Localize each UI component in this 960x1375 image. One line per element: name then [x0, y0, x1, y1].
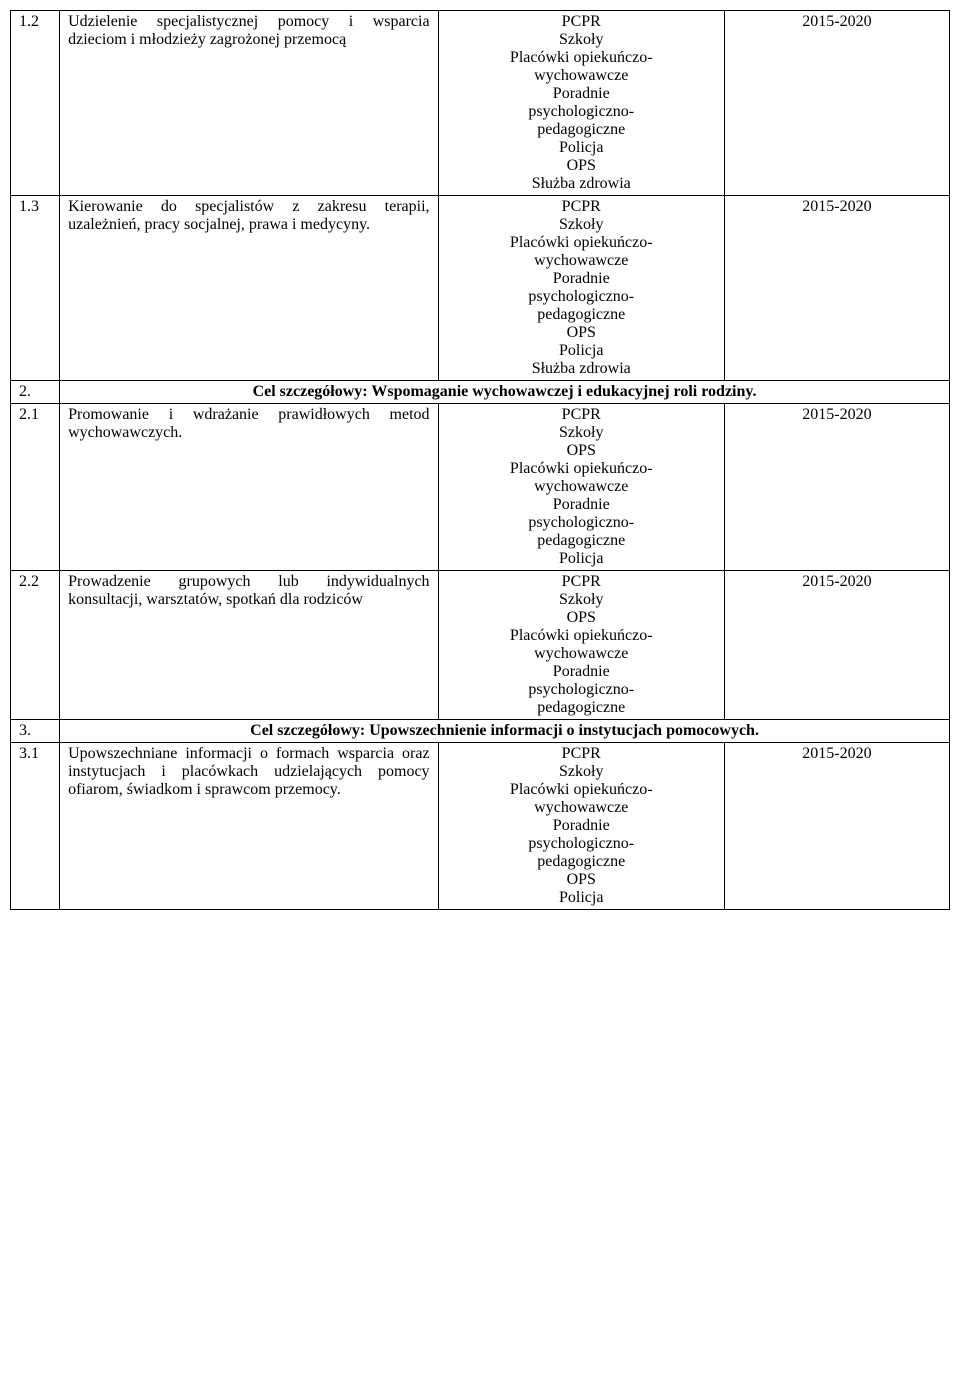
institution-line: Placówki opiekuńczo- [447, 460, 716, 478]
row-number: 2. [11, 381, 60, 404]
institution-line: Szkoły [447, 591, 716, 609]
goal-text: Cel szczegółowy: Wspomaganie wychowawcze… [60, 381, 950, 404]
table-row: 2.1Promowanie i wdrażanie prawidłowych m… [11, 404, 950, 571]
row-year: 2015-2020 [724, 743, 949, 910]
row-description: Kierowanie do specjalistów z zakresu ter… [60, 196, 438, 381]
institution-line: psychologiczno- [447, 103, 716, 121]
institution-line: Służba zdrowia [447, 360, 716, 378]
institution-line: psychologiczno- [447, 288, 716, 306]
program-table: 1.2Udzielenie specjalistycznej pomocy i … [10, 10, 950, 910]
institution-line: OPS [447, 442, 716, 460]
institution-line: pedagogiczne [447, 121, 716, 139]
institution-line: Policja [447, 139, 716, 157]
row-institutions: PCPRSzkołyPlacówki opiekuńczo-wychowawcz… [438, 196, 724, 381]
row-institutions: PCPRSzkołyOPSPlacówki opiekuńczo-wychowa… [438, 571, 724, 720]
row-number: 3.1 [11, 743, 60, 910]
institution-line: PCPR [447, 573, 716, 591]
institution-line: pedagogiczne [447, 532, 716, 550]
institution-line: pedagogiczne [447, 853, 716, 871]
institution-line: OPS [447, 157, 716, 175]
goal-row: 3.Cel szczegółowy: Upowszechnienie infor… [11, 720, 950, 743]
institution-line: psychologiczno- [447, 514, 716, 532]
institution-line: Szkoły [447, 424, 716, 442]
row-institutions: PCPRSzkołyOPSPlacówki opiekuńczo-wychowa… [438, 404, 724, 571]
row-year: 2015-2020 [724, 196, 949, 381]
row-number: 2.2 [11, 571, 60, 720]
institution-line: Służba zdrowia [447, 175, 716, 193]
row-number: 1.2 [11, 11, 60, 196]
institution-line: psychologiczno- [447, 835, 716, 853]
institution-line: wychowawcze [447, 478, 716, 496]
goal-text: Cel szczegółowy: Upowszechnienie informa… [60, 720, 950, 743]
row-description: Udzielenie specjalistycznej pomocy i wsp… [60, 11, 438, 196]
institution-line: OPS [447, 871, 716, 889]
row-year: 2015-2020 [724, 571, 949, 720]
institution-line: OPS [447, 324, 716, 342]
institution-line: Policja [447, 342, 716, 360]
institution-line: Placówki opiekuńczo- [447, 781, 716, 799]
table-row: 1.2Udzielenie specjalistycznej pomocy i … [11, 11, 950, 196]
institution-line: PCPR [447, 198, 716, 216]
row-institutions: PCPRSzkołyPlacówki opiekuńczo-wychowawcz… [438, 11, 724, 196]
institution-line: Szkoły [447, 216, 716, 234]
row-number: 3. [11, 720, 60, 743]
institution-line: wychowawcze [447, 645, 716, 663]
institution-line: Szkoły [447, 763, 716, 781]
row-year: 2015-2020 [724, 404, 949, 571]
row-description: Upowszechniane informacji o formach wspa… [60, 743, 438, 910]
institution-line: Poradnie [447, 817, 716, 835]
institution-line: wychowawcze [447, 67, 716, 85]
row-description: Prowadzenie grupowych lub indywidualnych… [60, 571, 438, 720]
goal-row: 2.Cel szczegółowy: Wspomaganie wychowawc… [11, 381, 950, 404]
table-row: 3.1Upowszechniane informacji o formach w… [11, 743, 950, 910]
row-number: 1.3 [11, 196, 60, 381]
institution-line: pedagogiczne [447, 306, 716, 324]
row-number: 2.1 [11, 404, 60, 571]
institution-line: Szkoły [447, 31, 716, 49]
institution-line: pedagogiczne [447, 699, 716, 717]
institution-line: wychowawcze [447, 799, 716, 817]
institution-line: Placówki opiekuńczo- [447, 234, 716, 252]
institution-line: Policja [447, 889, 716, 907]
institution-line: Poradnie [447, 663, 716, 681]
institution-line: PCPR [447, 13, 716, 31]
institution-line: psychologiczno- [447, 681, 716, 699]
institution-line: Poradnie [447, 85, 716, 103]
row-year: 2015-2020 [724, 11, 949, 196]
row-institutions: PCPRSzkołyPlacówki opiekuńczo-wychowawcz… [438, 743, 724, 910]
institution-line: wychowawcze [447, 252, 716, 270]
institution-line: Placówki opiekuńczo- [447, 627, 716, 645]
table-row: 1.3Kierowanie do specjalistów z zakresu … [11, 196, 950, 381]
institution-line: Policja [447, 550, 716, 568]
row-description: Promowanie i wdrażanie prawidłowych meto… [60, 404, 438, 571]
institution-line: PCPR [447, 745, 716, 763]
institution-line: Poradnie [447, 270, 716, 288]
institution-line: PCPR [447, 406, 716, 424]
institution-line: Poradnie [447, 496, 716, 514]
institution-line: OPS [447, 609, 716, 627]
institution-line: Placówki opiekuńczo- [447, 49, 716, 67]
table-row: 2.2Prowadzenie grupowych lub indywidualn… [11, 571, 950, 720]
